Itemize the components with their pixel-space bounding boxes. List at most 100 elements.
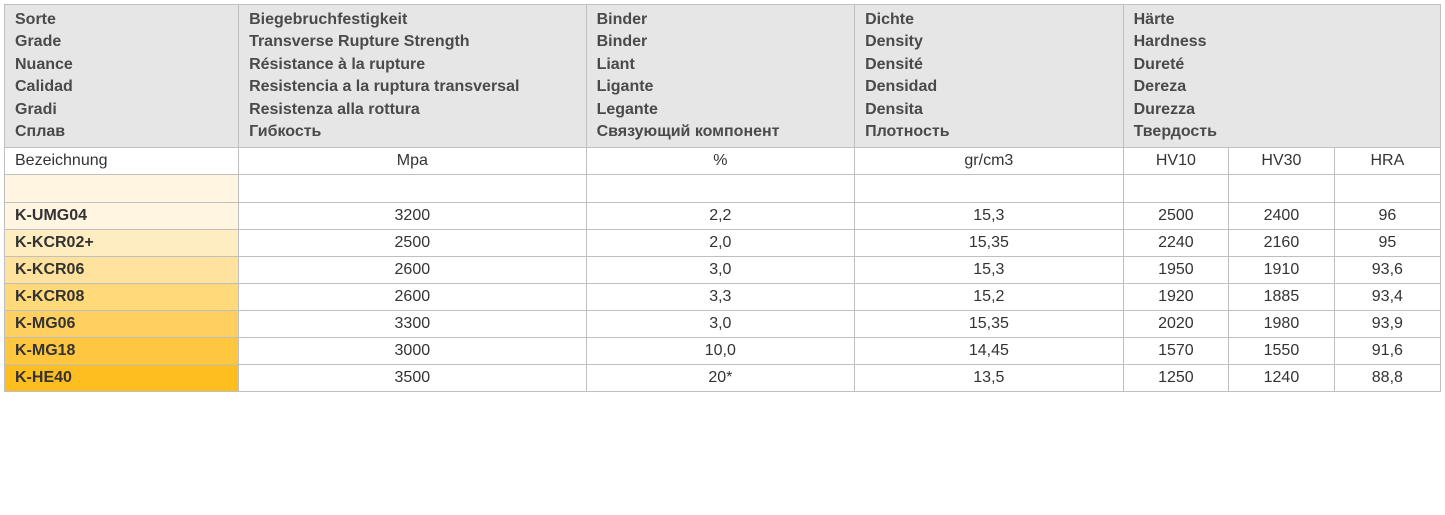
spacer-cell — [239, 175, 587, 203]
hra-cell: 88,8 — [1334, 365, 1440, 392]
spacer-cell — [1334, 175, 1440, 203]
header-line: Binder — [597, 9, 845, 31]
table-row: K-KCR0626003,015,31950191093,6 — [5, 257, 1441, 284]
density-cell: 15,35 — [855, 230, 1124, 257]
header-line: Calidad — [15, 76, 228, 98]
header-line: Гибкость — [249, 121, 576, 143]
hv30-cell: 1980 — [1229, 311, 1335, 338]
hv10-cell: 1250 — [1123, 365, 1229, 392]
hra-cell: 91,6 — [1334, 338, 1440, 365]
mpa-cell: 3200 — [239, 203, 587, 230]
table-row: K-KCR02+25002,015,352240216095 — [5, 230, 1441, 257]
header-line: Dereza — [1134, 76, 1430, 98]
spacer-cell — [586, 175, 855, 203]
header-cell-4: HärteHardnessDuretéDerezaDurezzaТвердост… — [1123, 5, 1440, 148]
binder-cell: 2,2 — [586, 203, 855, 230]
hv30-cell: 1885 — [1229, 284, 1335, 311]
header-line: Sorte — [15, 9, 228, 31]
header-line: Densité — [865, 54, 1113, 76]
units-cell-0: Mpa — [239, 148, 587, 175]
header-line: Ligante — [597, 76, 845, 98]
header-line: Durezza — [1134, 99, 1430, 121]
hv10-cell: 1920 — [1123, 284, 1229, 311]
header-cell-0: SorteGradeNuanceCalidadGradiСплав — [5, 5, 239, 148]
grade-cell: K-MG06 — [5, 311, 239, 338]
hv30-cell: 1240 — [1229, 365, 1335, 392]
header-line: Résistance à la rupture — [249, 54, 576, 76]
binder-cell: 3,0 — [586, 257, 855, 284]
density-cell: 13,5 — [855, 365, 1124, 392]
hra-cell: 93,4 — [1334, 284, 1440, 311]
binder-cell: 3,0 — [586, 311, 855, 338]
header-cell-1: BiegebruchfestigkeitTransverse Rupture S… — [239, 5, 587, 148]
mpa-cell: 3300 — [239, 311, 587, 338]
header-line: Grade — [15, 31, 228, 53]
units-cell-5: HRA — [1334, 148, 1440, 175]
spacer-row — [5, 175, 1441, 203]
units-cell-3: HV10 — [1123, 148, 1229, 175]
mpa-cell: 2500 — [239, 230, 587, 257]
materials-table: SorteGradeNuanceCalidadGradiСплавBiegebr… — [4, 4, 1441, 392]
header-line: Dureté — [1134, 54, 1430, 76]
hv10-cell: 2240 — [1123, 230, 1229, 257]
header-line: Hardness — [1134, 31, 1430, 53]
header-line: Härte — [1134, 9, 1430, 31]
header-line: Nuance — [15, 54, 228, 76]
table-row: K-MG0633003,015,352020198093,9 — [5, 311, 1441, 338]
header-line: Biegebruchfestigkeit — [249, 9, 576, 31]
mpa-cell: 3000 — [239, 338, 587, 365]
grade-cell: K-HE40 — [5, 365, 239, 392]
hv30-cell: 2160 — [1229, 230, 1335, 257]
spacer-cell — [1123, 175, 1229, 203]
header-line: Плотность — [865, 121, 1113, 143]
header-line: Densita — [865, 99, 1113, 121]
grade-cell: K-KCR06 — [5, 257, 239, 284]
density-cell: 15,2 — [855, 284, 1124, 311]
mpa-cell: 2600 — [239, 257, 587, 284]
hv10-cell: 1950 — [1123, 257, 1229, 284]
spacer-grade-cell — [5, 175, 239, 203]
binder-cell: 10,0 — [586, 338, 855, 365]
units-cell-4: HV30 — [1229, 148, 1335, 175]
units-grade-label: Bezeichnung — [5, 148, 239, 175]
header-line: Твердость — [1134, 121, 1430, 143]
hv10-cell: 1570 — [1123, 338, 1229, 365]
header-row: SorteGradeNuanceCalidadGradiСплавBiegebr… — [5, 5, 1441, 148]
density-cell: 15,3 — [855, 257, 1124, 284]
grade-cell: K-UMG04 — [5, 203, 239, 230]
header-line: Сплав — [15, 121, 228, 143]
header-line: Transverse Rupture Strength — [249, 31, 576, 53]
binder-cell: 3,3 — [586, 284, 855, 311]
header-cell-2: BinderBinderLiantLiganteLeganteСвязующий… — [586, 5, 855, 148]
grade-cell: K-MG18 — [5, 338, 239, 365]
header-line: Density — [865, 31, 1113, 53]
hv10-cell: 2020 — [1123, 311, 1229, 338]
header-line: Связующий компонент — [597, 121, 845, 143]
hra-cell: 93,6 — [1334, 257, 1440, 284]
binder-cell: 20* — [586, 365, 855, 392]
header-line: Legante — [597, 99, 845, 121]
header-cell-3: DichteDensityDensitéDensidadDensitaПлотн… — [855, 5, 1124, 148]
header-line: Liant — [597, 54, 845, 76]
header-line: Densidad — [865, 76, 1113, 98]
header-line: Dichte — [865, 9, 1113, 31]
hra-cell: 95 — [1334, 230, 1440, 257]
units-cell-1: % — [586, 148, 855, 175]
units-row: BezeichnungMpa%gr/cm3HV10HV30HRA — [5, 148, 1441, 175]
spacer-cell — [855, 175, 1124, 203]
header-line: Resistenza alla rottura — [249, 99, 576, 121]
binder-cell: 2,0 — [586, 230, 855, 257]
spacer-cell — [1229, 175, 1335, 203]
table-row: K-KCR0826003,315,21920188593,4 — [5, 284, 1441, 311]
table-row: K-UMG0432002,215,32500240096 — [5, 203, 1441, 230]
density-cell: 15,3 — [855, 203, 1124, 230]
hra-cell: 93,9 — [1334, 311, 1440, 338]
hv30-cell: 1550 — [1229, 338, 1335, 365]
table-body: BezeichnungMpa%gr/cm3HV10HV30HRA K-UMG04… — [5, 148, 1441, 392]
units-cell-2: gr/cm3 — [855, 148, 1124, 175]
mpa-cell: 3500 — [239, 365, 587, 392]
header-line: Gradi — [15, 99, 228, 121]
mpa-cell: 2600 — [239, 284, 587, 311]
hv30-cell: 1910 — [1229, 257, 1335, 284]
hv30-cell: 2400 — [1229, 203, 1335, 230]
